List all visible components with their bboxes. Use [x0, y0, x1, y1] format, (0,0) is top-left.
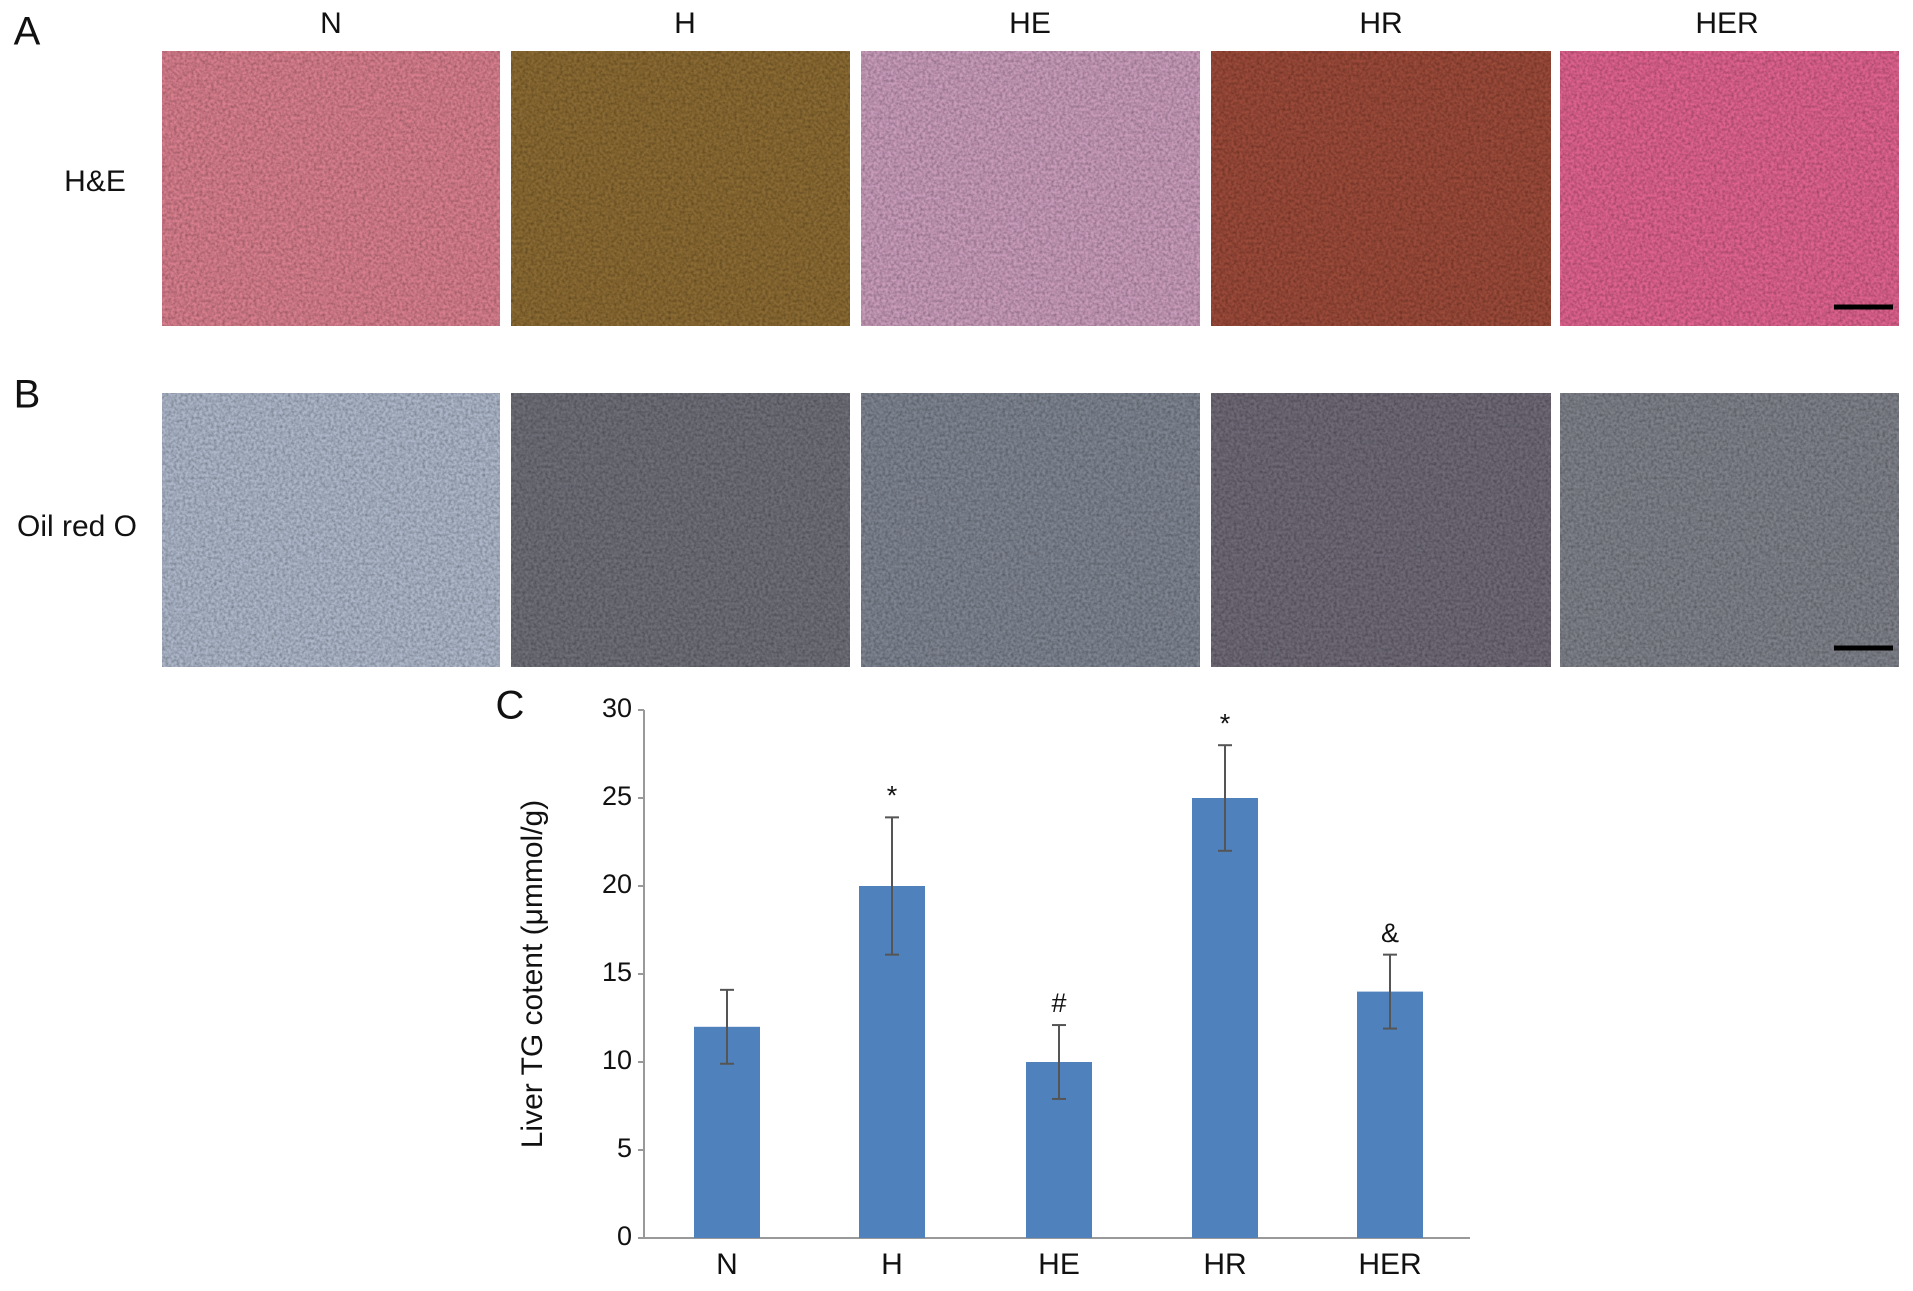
- y-tick-label: 15: [602, 957, 632, 987]
- micrograph: [861, 51, 1200, 326]
- column-label: N: [320, 7, 342, 40]
- annotation: *: [887, 780, 898, 810]
- y-tick-label: 10: [602, 1045, 632, 1075]
- micrograph: [1560, 51, 1899, 326]
- micrograph: [162, 51, 500, 326]
- micrograph: [1211, 51, 1551, 326]
- row-label: H&E: [64, 165, 126, 198]
- x-tick-label: H: [881, 1248, 903, 1281]
- y-tick-label: 25: [602, 781, 632, 811]
- bar: [1357, 991, 1423, 1238]
- y-tick-label: 20: [602, 869, 632, 899]
- micrograph: [162, 393, 500, 667]
- column-label: HE: [1009, 7, 1051, 40]
- micrograph: [1211, 393, 1551, 667]
- panel-label: C: [496, 684, 525, 728]
- y-tick-label: 0: [617, 1221, 632, 1251]
- micrograph: [511, 393, 850, 667]
- annotation: *: [1220, 708, 1231, 738]
- x-tick-label: HR: [1203, 1248, 1246, 1281]
- annotation: #: [1051, 988, 1066, 1018]
- y-tick-label: 5: [617, 1133, 632, 1163]
- y-axis-label: Liver TG cotent (μmmol/g): [516, 800, 549, 1149]
- micrograph: [861, 393, 1200, 667]
- x-tick-label: HE: [1038, 1248, 1080, 1281]
- bar: [1192, 798, 1258, 1238]
- row-label: Oil red O: [17, 510, 137, 543]
- annotation: &: [1381, 918, 1399, 948]
- micrograph: [1560, 393, 1899, 667]
- column-label: HER: [1695, 7, 1758, 40]
- x-tick-label: HER: [1358, 1248, 1421, 1281]
- column-label: HR: [1359, 7, 1402, 40]
- micrographs: [162, 51, 1899, 667]
- panel-label: A: [14, 10, 41, 54]
- y-tick-label: 30: [602, 693, 632, 723]
- micrograph: [511, 51, 850, 326]
- x-tick-label: N: [716, 1248, 738, 1281]
- column-label: H: [674, 7, 696, 40]
- panel-label: B: [14, 373, 41, 417]
